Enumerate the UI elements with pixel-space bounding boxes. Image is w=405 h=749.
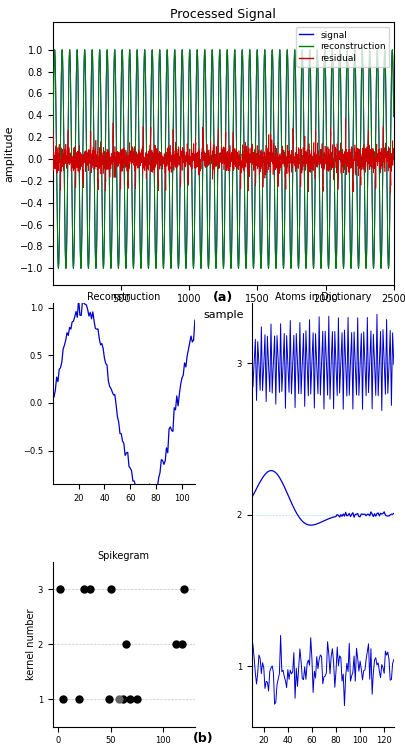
Text: (b): (b): [192, 733, 213, 745]
Title: Spikegram: Spikegram: [98, 551, 149, 561]
Title: Reconstruction: Reconstruction: [87, 292, 160, 302]
Title: Processed Signal: Processed Signal: [170, 8, 275, 21]
Y-axis label: amplitude: amplitude: [4, 125, 14, 182]
X-axis label: sample: sample: [202, 310, 243, 320]
Y-axis label: kernel number: kernel number: [26, 608, 36, 680]
Legend: signal, reconstruction, residual: signal, reconstruction, residual: [295, 27, 388, 67]
Title: Atoms in Dictionary: Atoms in Dictionary: [274, 292, 370, 302]
Text: (a): (a): [213, 291, 233, 304]
